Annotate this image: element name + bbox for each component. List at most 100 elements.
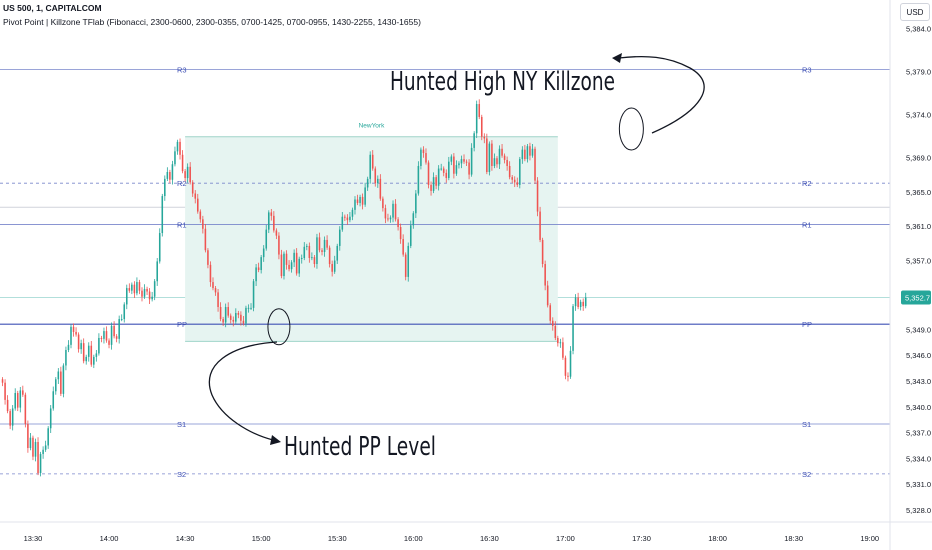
candle-body (204, 228, 207, 251)
candle-body (255, 267, 257, 282)
candle-body (311, 257, 313, 259)
last-price-tag (901, 290, 931, 305)
candle-body (196, 198, 199, 212)
candle-body (539, 211, 541, 240)
candle-body (486, 138, 488, 172)
y-tick-label: 5,340.0 (906, 403, 931, 412)
candle-body (354, 199, 356, 210)
candle-body (356, 199, 359, 203)
y-tick-label: 5,369.0 (906, 153, 931, 162)
candle-body (559, 342, 562, 344)
pivot-label-right-s2: S2 (802, 470, 811, 479)
candle-body (186, 166, 189, 179)
candle-body (488, 143, 491, 172)
candle-body (377, 178, 379, 184)
candle-body (524, 149, 526, 160)
candle-body (417, 165, 420, 194)
candle-body (349, 216, 351, 221)
candle-body (306, 245, 308, 247)
pivot-label-right-r3: R3 (802, 66, 812, 75)
candle-body (37, 442, 39, 473)
candle-body (49, 408, 52, 429)
candle-body (394, 203, 397, 220)
x-tick-label: 14:00 (100, 534, 119, 543)
pivot-label-left-r3: R3 (177, 66, 187, 75)
x-tick-label: 19:00 (860, 534, 879, 543)
candle-body (108, 340, 110, 345)
candle-body (212, 282, 214, 289)
candle-body (247, 307, 250, 309)
candle-body (460, 159, 463, 164)
candle-body (270, 212, 273, 216)
currency-button[interactable]: USD (900, 3, 930, 21)
candle-body (430, 184, 432, 191)
x-tick-label: 18:00 (708, 534, 727, 543)
candle-body (346, 217, 349, 221)
candle-body (6, 399, 9, 412)
x-tick-label: 13:30 (24, 534, 43, 543)
candle-body (382, 198, 384, 209)
candle-body (273, 215, 275, 231)
candle-body (52, 391, 55, 409)
candle-body (478, 104, 481, 117)
candle-body (422, 149, 425, 154)
candle-body (262, 248, 265, 258)
candle-body (82, 343, 85, 362)
candle-body (513, 179, 516, 183)
candle-body (138, 282, 141, 291)
candle-body (465, 161, 468, 163)
candle-body (278, 235, 280, 255)
x-tick-label: 16:30 (480, 534, 499, 543)
candle-body (128, 288, 131, 291)
candle-body (402, 239, 404, 255)
candle-body (229, 315, 232, 320)
candle-body (344, 216, 346, 218)
candle-body (562, 342, 564, 358)
candle-body (468, 162, 470, 175)
annotation-circle-pp (267, 308, 291, 346)
x-tick-label: 15:30 (328, 534, 347, 543)
candle-body (501, 148, 503, 156)
candle-body (103, 331, 105, 339)
candle-body (60, 371, 62, 394)
candle-body (579, 301, 582, 308)
candle-body (364, 187, 366, 205)
candle-body (194, 193, 197, 199)
candle-body (359, 196, 361, 203)
candle-body (470, 147, 473, 175)
candle-body (260, 257, 262, 271)
candle-body (184, 171, 186, 179)
candle-body (100, 337, 103, 339)
candle-body (181, 154, 184, 172)
candle-body (526, 146, 529, 160)
candle-body (549, 305, 552, 321)
pivot-label-right-r2: R2 (802, 179, 812, 188)
candle-body (257, 267, 260, 271)
candle-body (85, 356, 87, 362)
candle-body (39, 454, 42, 473)
candle-body (384, 208, 387, 219)
candle-body (361, 196, 364, 205)
candle-body (57, 371, 60, 380)
y-tick-label: 5,379.0 (906, 67, 931, 76)
candle-body (415, 193, 417, 214)
candle-body (42, 449, 44, 455)
candle-body (54, 379, 57, 392)
candle-body (95, 353, 98, 357)
candle-body (9, 411, 11, 426)
candle-body (267, 212, 270, 230)
candle-body (161, 196, 164, 234)
candle-body (574, 297, 577, 307)
candle-body (453, 156, 455, 174)
candle-body (14, 393, 16, 409)
candle-body (11, 408, 14, 426)
candle-body (508, 165, 511, 178)
x-tick-label: 15:00 (252, 534, 271, 543)
candle-body (70, 326, 72, 345)
candle-body (166, 171, 169, 179)
candle-body (557, 337, 559, 344)
candle-body (300, 257, 303, 259)
candle-body (169, 171, 171, 180)
